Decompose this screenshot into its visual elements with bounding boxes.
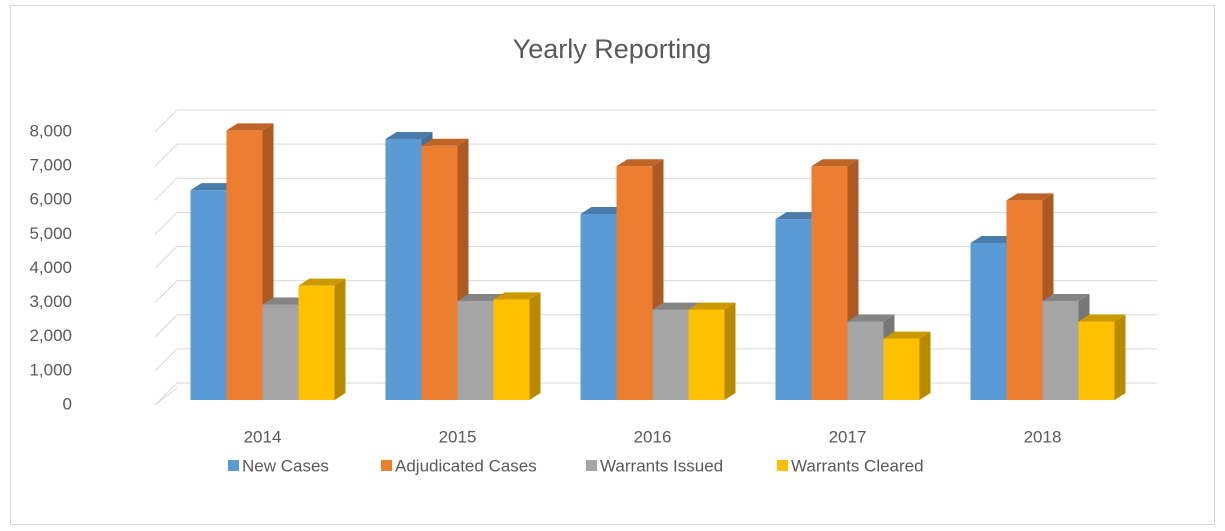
bar-top: [493, 292, 541, 300]
legend-swatch: [228, 460, 239, 471]
bar: [688, 302, 736, 400]
bar-top: [652, 302, 700, 310]
y-tick-label: 8,000: [29, 121, 72, 140]
bar-top: [616, 159, 664, 167]
y-tick-label: 0: [63, 394, 72, 413]
bar-top: [775, 212, 823, 220]
bar-front: [1042, 301, 1079, 400]
bar-front: [493, 299, 530, 400]
grid-line-side: [154, 314, 178, 338]
bar-top: [883, 331, 931, 339]
bar-front: [847, 321, 884, 400]
bar-top: [1078, 314, 1126, 322]
bar-side: [529, 292, 541, 400]
bar-front: [421, 145, 458, 400]
bar-front: [652, 309, 689, 400]
bar-front: [811, 166, 848, 400]
bar: [616, 159, 664, 400]
grid-line-side: [154, 382, 178, 406]
bar-top: [421, 138, 469, 146]
bar: [298, 278, 346, 400]
bar: [226, 123, 274, 400]
legend-label: Warrants Issued: [600, 456, 723, 475]
bar: [1006, 193, 1054, 400]
bar-top: [457, 294, 505, 302]
bar-top: [298, 278, 346, 286]
bar-front: [688, 309, 725, 400]
legend-swatch: [586, 460, 597, 471]
x-tick-label: 2018: [1024, 427, 1062, 446]
grid-line-side: [154, 212, 178, 235]
bar-front: [262, 304, 299, 400]
legend-label: Warrants Cleared: [791, 456, 924, 475]
legend-swatch: [381, 460, 392, 471]
grid-line-side: [154, 143, 178, 167]
bar-front: [616, 166, 653, 400]
bar-top: [226, 123, 274, 131]
x-tick-label: 2016: [634, 427, 672, 446]
bar-front: [1078, 321, 1115, 400]
bar-front: [226, 130, 263, 400]
bar: [1078, 314, 1126, 400]
bar-top: [847, 314, 895, 322]
legend-label: Adjudicated Cases: [395, 456, 537, 475]
bar-top: [385, 131, 433, 139]
bar-side: [919, 331, 931, 400]
grid-line-side: [154, 348, 178, 372]
y-tick-label: 3,000: [29, 292, 72, 311]
bar-top: [190, 183, 238, 191]
bar-side: [1114, 314, 1126, 400]
bar-top: [688, 302, 736, 310]
bar-side: [724, 302, 736, 400]
grid-line-side: [154, 246, 178, 269]
bar: [883, 331, 931, 400]
grid-line-side: [154, 280, 178, 303]
bar-top: [262, 297, 310, 305]
bar-front: [385, 138, 422, 400]
bar-side: [334, 278, 346, 400]
bar-front: [580, 214, 617, 400]
legend-swatch: [777, 460, 788, 471]
legend-label: New Cases: [242, 456, 329, 475]
y-tick-label: 6,000: [29, 190, 72, 209]
bar-front: [1006, 200, 1043, 400]
bar-top: [970, 236, 1018, 244]
y-tick-label: 1,000: [29, 360, 72, 379]
bar-front: [775, 219, 812, 400]
grid-line-side: [154, 177, 178, 201]
bar-front: [298, 285, 335, 400]
bar-top: [1006, 193, 1054, 201]
chart-title: Yearly Reporting: [513, 34, 712, 64]
x-tick-label: 2015: [439, 427, 477, 446]
y-tick-label: 7,000: [29, 156, 72, 175]
floor-edge: [154, 387, 178, 406]
bar-front: [190, 190, 227, 400]
y-tick-label: 5,000: [29, 224, 72, 243]
bar-top: [1042, 294, 1090, 302]
x-tick-label: 2014: [244, 427, 282, 446]
bar: [493, 292, 541, 400]
x-tick-label: 2017: [829, 427, 867, 446]
y-tick-label: 2,000: [29, 326, 72, 345]
y-tick-label: 4,000: [29, 258, 72, 277]
bar-front: [883, 338, 920, 400]
bar: [421, 138, 469, 401]
bar-front: [970, 243, 1007, 400]
bar-top: [811, 159, 859, 167]
grid-line-side: [154, 109, 178, 133]
bar-top: [580, 207, 628, 215]
bar-front: [457, 301, 494, 400]
